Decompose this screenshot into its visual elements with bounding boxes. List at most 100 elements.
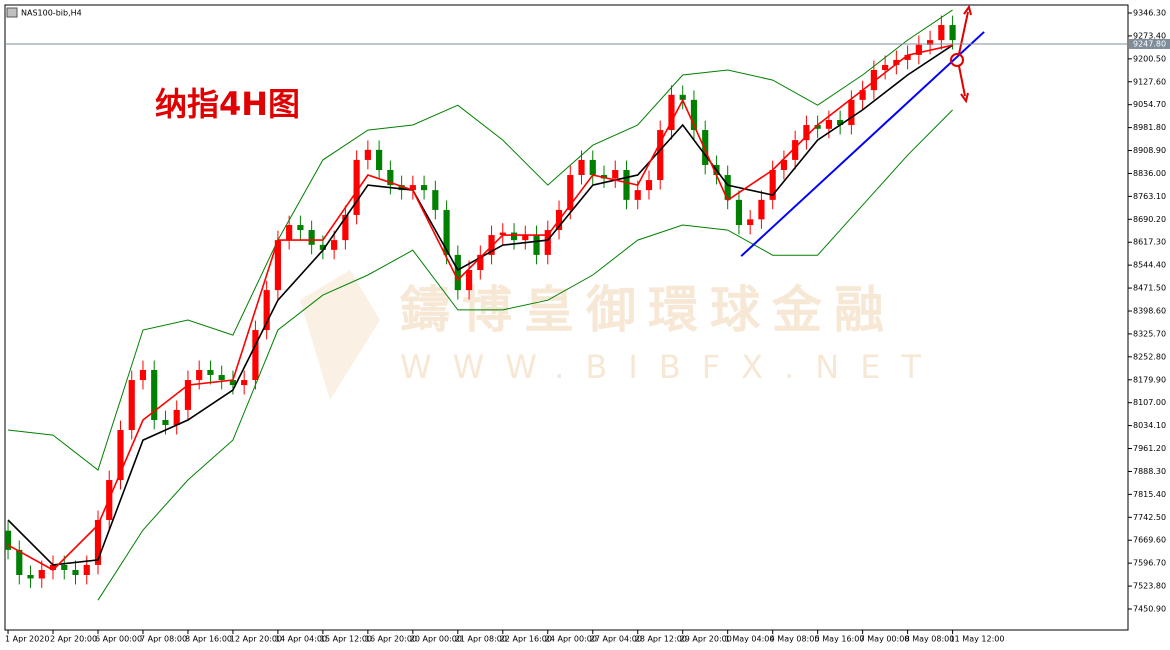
candle-body xyxy=(83,564,90,576)
candle-body xyxy=(162,419,169,426)
candle-body xyxy=(432,190,439,210)
x-tick-label: 15 Apr 12:00 xyxy=(320,635,372,644)
candle-body xyxy=(848,99,855,126)
candle-body xyxy=(353,159,360,215)
y-tick-label: 7669.60 xyxy=(1133,536,1166,545)
candle-body xyxy=(690,99,698,131)
x-tick-label: 1 Apr 2020 xyxy=(5,635,49,644)
y-tick-label: 8398.60 xyxy=(1133,306,1166,315)
x-tick-label: 2 Apr 20:00 xyxy=(50,635,97,644)
candle-body xyxy=(196,369,203,381)
candle-body xyxy=(27,575,34,579)
y-tick-label: 7961.20 xyxy=(1133,444,1166,453)
candle-body xyxy=(38,569,45,579)
y-tick-label: 7815.40 xyxy=(1133,490,1166,499)
candle-body xyxy=(927,40,934,45)
candle-body xyxy=(893,59,900,65)
signal-circle xyxy=(950,53,964,67)
candle-body xyxy=(679,94,686,100)
symbol-label: NAS100-bib,H4 xyxy=(21,9,82,18)
candle-body xyxy=(488,235,495,255)
watermark-url: WWW.BIBFX.NET xyxy=(400,348,942,386)
candle-body xyxy=(184,380,192,410)
candle-body xyxy=(522,235,529,241)
indicator-line xyxy=(7,9,953,471)
candle-body xyxy=(792,140,799,160)
arrow-head xyxy=(960,92,969,104)
candle-body xyxy=(274,240,281,291)
x-tick-label: 7 May 00:00 xyxy=(860,635,910,644)
indicator-line xyxy=(7,44,953,571)
candle-body xyxy=(151,369,158,420)
candle-body xyxy=(139,369,147,381)
arrow-up xyxy=(958,11,969,55)
x-tick-label: 16 Apr 20:00 xyxy=(365,635,417,644)
y-tick-label: 8981.80 xyxy=(1133,123,1166,132)
symbol-icon xyxy=(6,7,18,18)
candle-body xyxy=(94,519,102,565)
current-price-box xyxy=(1129,38,1170,49)
x-tick-label: 20 Apr 00:00 xyxy=(410,635,462,644)
candle-body xyxy=(128,380,135,431)
y-tick-label: 8471.50 xyxy=(1133,284,1166,293)
candle-body xyxy=(938,25,945,41)
candle-body xyxy=(398,185,405,191)
candle-body xyxy=(780,159,788,170)
candle-body xyxy=(331,240,338,250)
candle-body xyxy=(218,375,225,381)
candle-body xyxy=(61,564,68,570)
candle-body xyxy=(735,199,743,226)
y-tick-label: 8325.70 xyxy=(1133,329,1166,338)
y-tick-label: 8836.00 xyxy=(1133,169,1166,178)
candle-body xyxy=(803,125,810,141)
indicator-line xyxy=(97,109,953,601)
candle-body xyxy=(387,169,394,186)
candle-body xyxy=(263,290,270,331)
plot-frame xyxy=(4,4,1129,631)
candle-body xyxy=(657,130,664,181)
y-tick-label: 8179.90 xyxy=(1133,375,1166,384)
candle-body xyxy=(623,169,630,200)
x-tick-label: 29 Apr 20:00 xyxy=(680,635,732,644)
x-tick-label: 5 May 16:00 xyxy=(815,635,865,644)
x-tick-label: 8 May 08:00 xyxy=(905,635,955,644)
x-tick-label: 6 Apr 00:00 xyxy=(95,635,142,644)
candle-body xyxy=(612,169,619,179)
candle-body xyxy=(49,564,57,570)
x-tick-label: 22 Apr 16:00 xyxy=(500,635,552,644)
candle-body xyxy=(510,232,518,241)
candle-body xyxy=(286,225,293,241)
candle-body xyxy=(949,25,956,41)
signal-marker xyxy=(950,4,972,104)
x-tick-label: 7 Apr 08:00 xyxy=(140,635,187,644)
y-tick-label: 8690.20 xyxy=(1133,215,1166,224)
y-tick-label: 8617.30 xyxy=(1133,238,1166,247)
y-tick-label: 7523.80 xyxy=(1133,582,1166,591)
candle-body xyxy=(870,69,877,91)
candle-body xyxy=(915,44,922,55)
x-tick-label: 4 May 08:00 xyxy=(770,635,820,644)
x-tick-label: 11 May 12:00 xyxy=(950,635,1005,644)
annotation: 纳指4H图 xyxy=(155,85,300,123)
candle-body xyxy=(376,149,383,170)
candle-body xyxy=(4,530,12,550)
candle-body xyxy=(409,185,416,191)
candle-body xyxy=(342,214,349,241)
y-tick-label: 9346.30 xyxy=(1133,8,1166,17)
current-price-label: 9247.80 xyxy=(1133,39,1166,48)
candle-body xyxy=(578,159,585,176)
candle-body xyxy=(668,94,675,131)
candle-body xyxy=(533,235,540,255)
candle-body xyxy=(589,159,596,176)
candle-body xyxy=(724,175,731,200)
candle-body xyxy=(364,149,371,160)
y-tick-label: 9054.70 xyxy=(1133,100,1166,109)
x-tick-label: 14 Apr 04:00 xyxy=(275,635,327,644)
arrow-head xyxy=(963,4,972,16)
candle-body xyxy=(16,549,23,576)
candle-body xyxy=(173,409,180,426)
candle-body xyxy=(904,54,911,60)
candle-body xyxy=(747,219,754,226)
